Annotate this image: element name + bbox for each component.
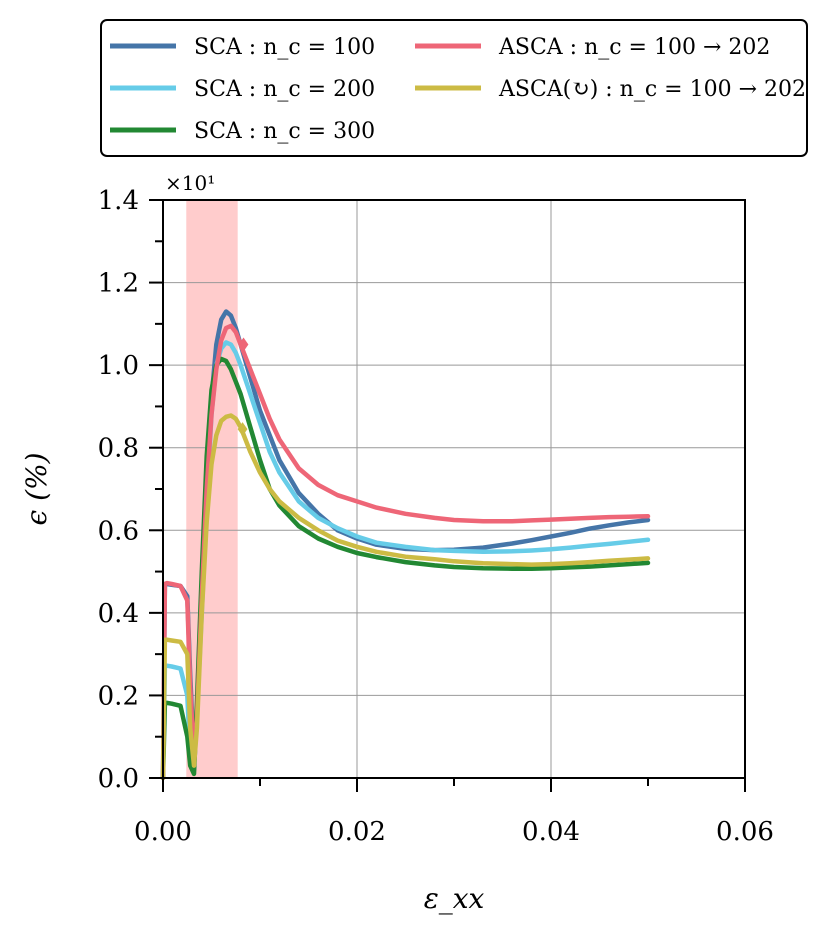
x-tick-label: 0.06 [716, 817, 774, 847]
legend-label: SCA : n_c = 100 [194, 35, 375, 60]
x-tick-label: 0.02 [328, 817, 386, 847]
y-axis-label: ϵ (%) [20, 452, 53, 525]
y-tick-label: 1.4 [98, 186, 139, 216]
y-tick-label: 1.0 [98, 351, 139, 381]
series-line-5 [160, 413, 651, 781]
x-axis: 0.00 0.02 0.04 0.06 [134, 778, 774, 847]
legend-label: ASCA(↻) : n_c = 100 → 202 [498, 77, 806, 102]
y-tick-label: 0.2 [98, 681, 139, 711]
y-axis: 0.0 0.2 0.4 0.6 0.8 1.0 1.2 1.4 [98, 186, 163, 794]
shaded-region [186, 200, 238, 778]
series-layer [160, 309, 651, 781]
legend-entries: SCA : n_c = 100 ASCA : n_c = 100 → 202 SCA… [110, 35, 806, 144]
plot-area: 0.00 0.02 0.04 0.06 0.0 0.2 0.4 0.6 0.8 1.0 1.2 1.… [98, 186, 774, 847]
plot-frame [162, 199, 746, 779]
y-tick-label: 0.0 [98, 764, 139, 794]
marker-layer [237, 337, 249, 437]
x-tick-label: 0.04 [522, 817, 580, 847]
legend-label: ASCA : n_c = 100 → 202 [498, 35, 770, 60]
y-tick-label: 0.8 [98, 434, 139, 464]
x-tick-label: 0.00 [134, 817, 192, 847]
y-axis-multiplier: ×10¹ [165, 171, 215, 195]
y-tick-label: 0.6 [98, 516, 139, 546]
y-tick-label: 0.4 [98, 599, 139, 629]
y-tick-label: 1.2 [98, 269, 139, 299]
grid [162, 199, 746, 779]
series-line-3 [160, 356, 651, 781]
legend-label: SCA : n_c = 200 [194, 77, 375, 102]
legend: SCA : n_c = 100 ASCA : n_c = 100 → 202 SCA… [100, 19, 808, 157]
diamond-marker [237, 422, 248, 437]
diamond-marker [238, 337, 249, 352]
legend-label: SCA : n_c = 300 [194, 119, 375, 144]
x-axis-label: ε_xx [424, 882, 485, 915]
